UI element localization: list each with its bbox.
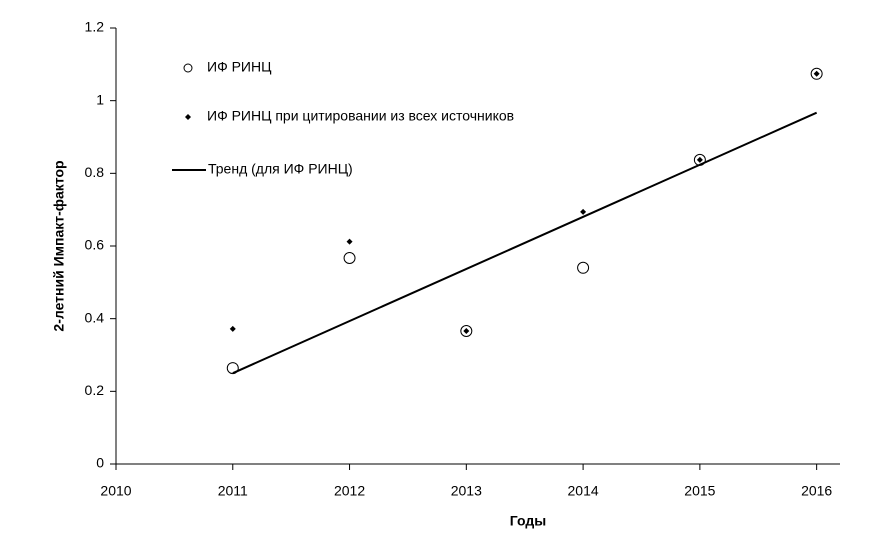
y-tick-label: 1 <box>96 91 104 107</box>
circle-point <box>577 261 590 274</box>
x-axis-title: Годы <box>510 513 546 529</box>
x-tick-label: 2015 <box>684 483 715 499</box>
legend-marker <box>185 114 191 120</box>
circle-point <box>226 362 239 375</box>
circle-point <box>343 251 356 264</box>
diamond-point <box>346 238 353 245</box>
y-tick-label: 0.8 <box>85 164 105 180</box>
x-tick-label: 2010 <box>100 483 131 499</box>
legend-marker <box>183 63 193 73</box>
legend-label: ИФ РИНЦ <box>207 59 272 75</box>
y-tick-label: 0.6 <box>85 237 105 253</box>
y-tick-label: 0.2 <box>85 382 105 398</box>
x-tick-label: 2013 <box>451 483 482 499</box>
diamond-point <box>229 325 236 332</box>
trend-line <box>232 111 818 375</box>
x-tick-label: 2016 <box>801 483 832 499</box>
diamond-point <box>813 70 820 77</box>
y-tick-label: 0 <box>96 455 104 471</box>
diamond-point <box>580 208 587 215</box>
y-axis-title: 2-летний Импакт-фактор <box>51 160 67 331</box>
y-tick-label: 1.2 <box>85 19 105 35</box>
x-tick-label: 2014 <box>568 483 599 499</box>
x-tick-label: 2011 <box>218 483 248 499</box>
legend-label: ИФ РИНЦ при цитировании из всех источник… <box>207 108 514 124</box>
diamond-point <box>463 328 470 335</box>
diamond-point <box>696 156 703 163</box>
y-tick-label: 0.4 <box>85 309 105 325</box>
x-tick-label: 2012 <box>334 483 365 499</box>
legend-label: Тренд (для ИФ РИНЦ) <box>208 161 353 177</box>
